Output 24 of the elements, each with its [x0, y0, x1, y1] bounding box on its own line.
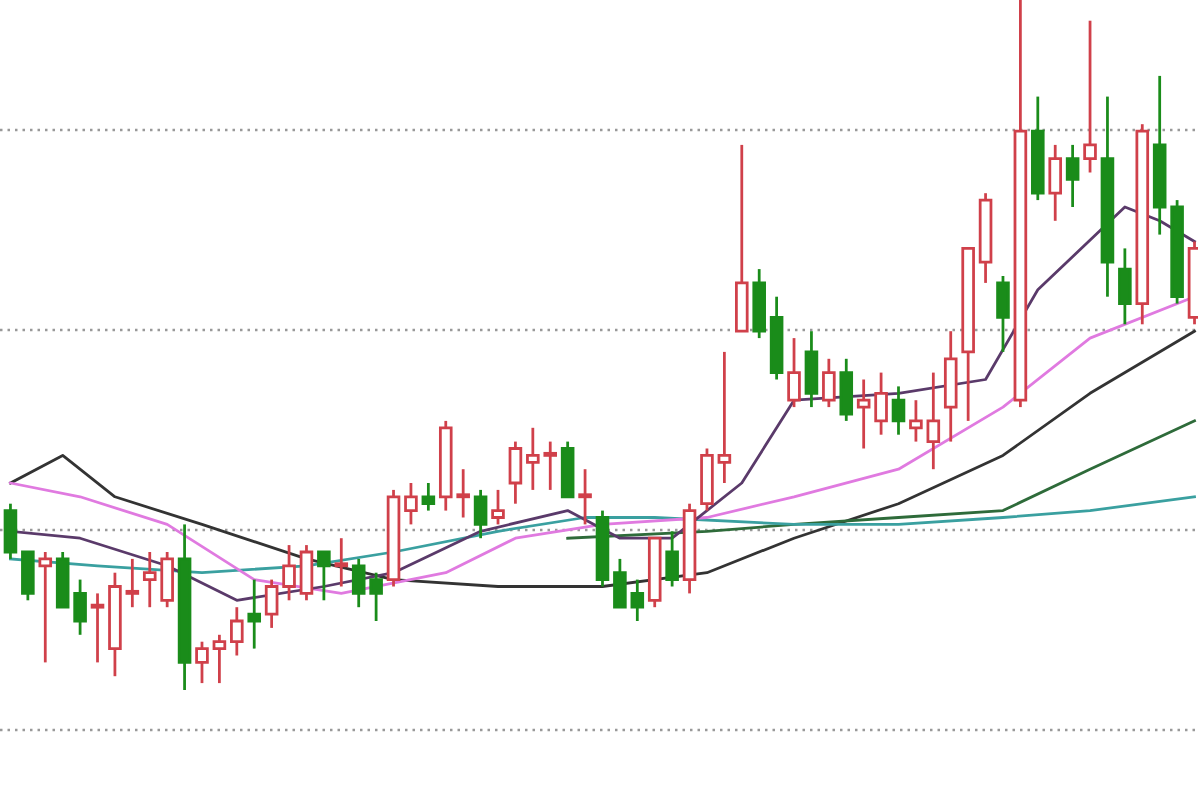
candlestick — [334, 536, 349, 588]
candlestick — [421, 481, 436, 512]
candlestick — [978, 191, 993, 285]
candlestick — [717, 350, 732, 485]
candlestick — [578, 467, 592, 526]
candlestick — [1135, 122, 1150, 326]
candlestick — [230, 605, 244, 657]
candlestick — [1100, 95, 1115, 299]
candlestick — [247, 578, 262, 650]
candlestick — [926, 371, 941, 471]
candlestick — [38, 550, 53, 664]
candlestick — [1065, 143, 1080, 209]
candlestick — [891, 385, 906, 437]
candlestick — [839, 357, 854, 423]
candlestick — [177, 523, 192, 692]
candlestick — [1048, 143, 1062, 223]
candlestick — [943, 329, 958, 443]
candlestick — [1118, 247, 1132, 326]
candlestick — [856, 378, 871, 450]
candlestick — [125, 557, 140, 609]
candlestick — [1152, 74, 1167, 236]
candlestick — [630, 578, 645, 623]
candlestick — [804, 329, 819, 409]
candlestick — [665, 529, 679, 588]
